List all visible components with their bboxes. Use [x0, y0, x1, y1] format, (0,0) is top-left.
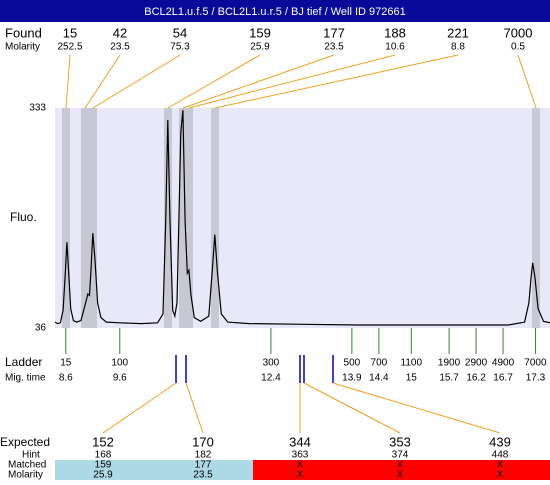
header-bar	[0, 0, 550, 22]
matched-size: X	[497, 460, 504, 471]
y-axis-label: Fluo.	[10, 210, 37, 224]
matched-molarity: X	[297, 470, 304, 480]
found-size: 221	[447, 25, 469, 40]
ladder-time: 16.2	[466, 373, 486, 384]
matched-size: 177	[195, 460, 212, 471]
matched-label: Matched	[8, 460, 46, 471]
found-size: 177	[323, 25, 345, 40]
found-molarity: 0.5	[511, 42, 525, 53]
molarity-label: Molarity	[5, 42, 40, 53]
ladder-time: 16.7	[493, 373, 513, 384]
matched-molarity: 23.5	[193, 470, 213, 480]
ladder-time: 15	[406, 373, 418, 384]
expected-size: 170	[192, 434, 214, 449]
matched-fail-bg	[253, 460, 550, 480]
found-label: Found	[5, 25, 42, 40]
ladder-time: 12.4	[261, 373, 281, 384]
peak-band	[164, 108, 172, 328]
ladder-size: 100	[111, 358, 128, 369]
mig-time-label: Mig. time	[5, 373, 46, 384]
found-size: 15	[63, 25, 77, 40]
ladder-size: 7000	[524, 358, 547, 369]
peak-connector	[182, 54, 335, 109]
hint-size: 363	[292, 450, 309, 461]
ladder-time: 15.7	[439, 373, 459, 384]
expected-size: 344	[289, 434, 311, 449]
ladder-size: 2900	[465, 358, 488, 369]
trace	[54, 110, 550, 326]
molarity-row-label: Molarity	[8, 470, 43, 480]
hint-label: Hint	[22, 450, 40, 461]
ladder-size: 500	[344, 358, 361, 369]
peak-connector	[167, 54, 261, 109]
ladder-size: 4900	[492, 358, 515, 369]
expected-connector	[185, 382, 204, 434]
ladder-label: Ladder	[5, 355, 42, 369]
peak-band	[179, 108, 187, 328]
expected-connector	[303, 382, 401, 434]
expected-size: 353	[389, 434, 411, 449]
ladder-time: 13.9	[342, 373, 362, 384]
ladder-size: 15	[60, 358, 72, 369]
found-size: 42	[113, 25, 127, 40]
peak-band	[62, 108, 70, 328]
found-molarity: 23.5	[110, 42, 130, 53]
hint-size: 448	[492, 450, 509, 461]
ladder-time: 14.4	[369, 373, 389, 384]
peak-band	[185, 108, 193, 328]
matched-molarity: 25.9	[93, 470, 113, 480]
found-size: 159	[249, 25, 271, 40]
ladder-size: 1100	[401, 358, 423, 369]
ladder-time: 9.6	[113, 373, 127, 384]
peak-connector	[84, 54, 121, 109]
y-tick-label: 36	[35, 323, 47, 334]
hint-size: 182	[195, 450, 212, 461]
peak-connector	[517, 54, 537, 109]
expected-label: Expected	[0, 435, 50, 449]
ladder-size: 1900	[438, 358, 461, 369]
peak-band	[81, 108, 89, 328]
expected-connector	[102, 382, 177, 434]
peak-connector	[92, 54, 181, 109]
ladder-time: 17.3	[526, 373, 546, 384]
peak-band	[532, 108, 540, 328]
matched-size: 159	[95, 460, 112, 471]
ladder-size: 700	[371, 358, 388, 369]
peak-connector	[214, 54, 459, 109]
ladder-size: 300	[263, 358, 280, 369]
matched-size: X	[297, 460, 304, 471]
matched-size: X	[397, 460, 404, 471]
plot-area	[55, 108, 550, 328]
hint-size: 168	[95, 450, 112, 461]
matched-ok-bg	[55, 460, 253, 480]
matched-molarity: X	[497, 470, 504, 480]
found-molarity: 8.8	[451, 42, 465, 53]
found-size: 188	[384, 25, 406, 40]
y-tick-label: 333	[29, 103, 46, 114]
found-molarity: 75.3	[170, 42, 190, 53]
found-size: 54	[173, 25, 187, 40]
header-title: BCL2L1.u.f.5 / BCL2L1.u.r.5 / BJ tief / …	[144, 6, 406, 18]
found-molarity: 25.9	[250, 42, 270, 53]
peak-band	[89, 108, 97, 328]
peak-connector	[188, 54, 396, 109]
found-molarity: 10.6	[385, 42, 405, 53]
peak-connector	[65, 54, 71, 109]
found-size: 7000	[504, 25, 533, 40]
found-molarity: 23.5	[324, 42, 344, 53]
hint-size: 374	[392, 450, 409, 461]
ladder-time: 8.6	[59, 373, 73, 384]
expected-size: 152	[92, 434, 114, 449]
found-molarity: 252.5	[57, 42, 82, 53]
expected-size: 439	[489, 434, 511, 449]
expected-connector	[332, 382, 501, 434]
peak-band	[211, 108, 219, 328]
matched-molarity: X	[397, 470, 404, 480]
